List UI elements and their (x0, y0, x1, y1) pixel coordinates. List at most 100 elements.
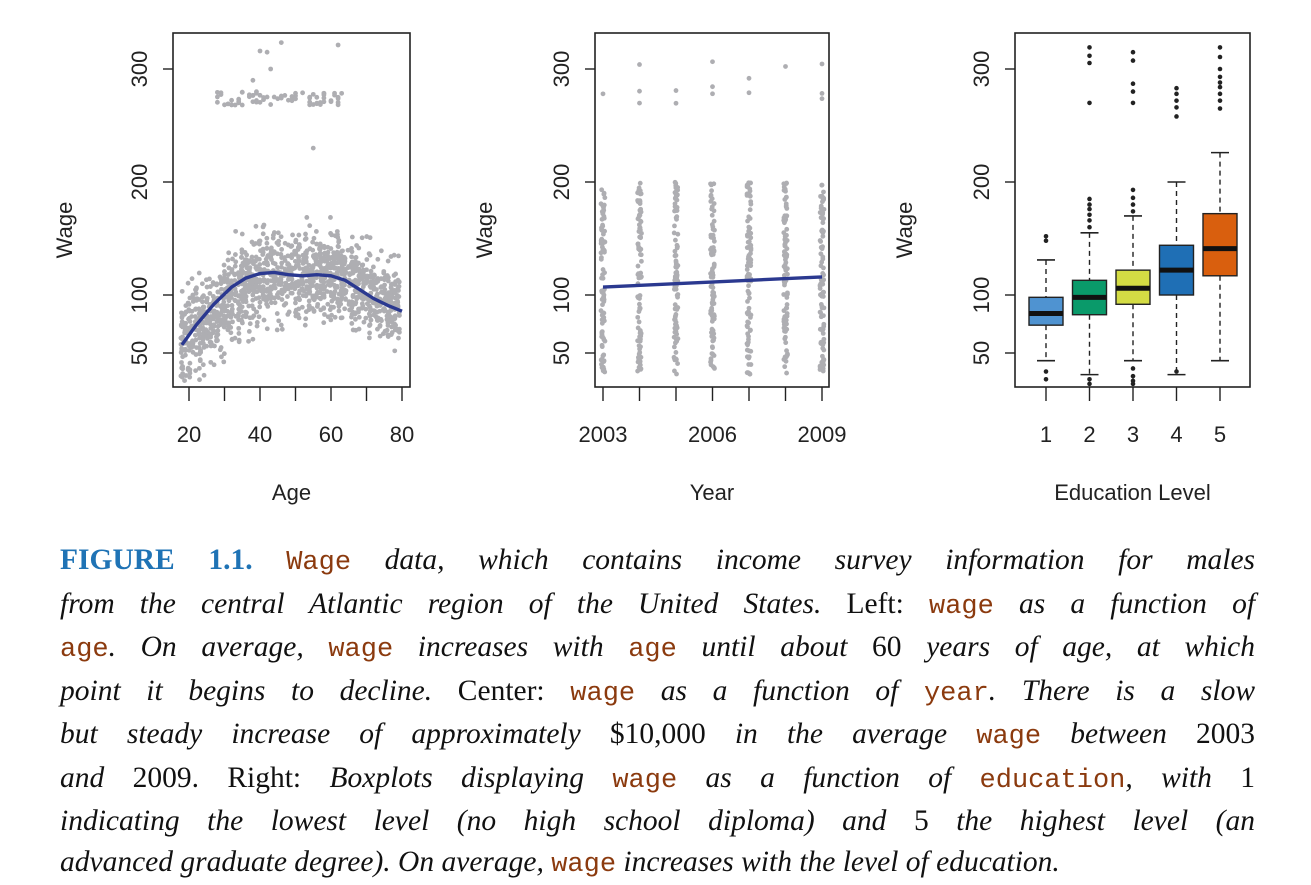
outlier-point (1174, 114, 1179, 119)
data-point (744, 267, 750, 272)
data-point (285, 262, 290, 267)
caption-text: data, which contains income survey infor… (384, 544, 1256, 576)
data-point (672, 190, 678, 195)
x-tick-label: 3 (1127, 422, 1139, 447)
center-label: Center: (457, 674, 545, 707)
data-point (380, 290, 386, 296)
data-point (356, 281, 361, 287)
data-point (673, 207, 678, 213)
caption-text: until about (701, 631, 848, 663)
data-point (239, 295, 245, 300)
outlier-point (1087, 196, 1092, 202)
data-point (748, 314, 753, 320)
data-point (304, 284, 310, 290)
data-point (819, 96, 825, 102)
data-point (747, 193, 753, 199)
data-point (218, 311, 224, 317)
data-point (279, 247, 285, 252)
outlier-point (1043, 369, 1049, 374)
data-point (218, 276, 224, 282)
data-point (257, 299, 263, 305)
data-point (313, 258, 319, 264)
data-point (204, 343, 209, 349)
code-year: year (923, 678, 989, 709)
data-point (296, 232, 302, 238)
code-wage: Wage (286, 548, 352, 578)
data-point (299, 304, 305, 310)
data-point (254, 319, 260, 325)
data-point (635, 338, 641, 344)
data-point (381, 269, 387, 274)
data-point (746, 228, 752, 234)
data-point (215, 99, 220, 105)
data-point (748, 242, 754, 248)
data-point (314, 94, 320, 100)
data-point (637, 329, 643, 334)
data-point (332, 314, 338, 320)
data-point (781, 279, 787, 285)
x-tick-label: 60 (319, 422, 343, 447)
data-point (331, 304, 336, 310)
data-point (268, 300, 274, 306)
outlier-point (1217, 91, 1223, 97)
data-point (335, 232, 340, 237)
data-point (221, 262, 227, 268)
caption-text: years of age, at which (926, 631, 1255, 663)
data-point (392, 348, 398, 354)
data-point (317, 241, 323, 247)
caption-text: in the average (734, 718, 948, 750)
data-point (601, 190, 607, 196)
data-point (185, 325, 191, 331)
data-point (274, 311, 280, 316)
data-point (382, 277, 387, 283)
outlier-point (1217, 98, 1223, 103)
data-point (384, 313, 390, 319)
outlier-point (1130, 381, 1136, 387)
data-point (321, 90, 327, 96)
code-age: age (60, 635, 109, 665)
x-axis-label: Year (690, 480, 734, 505)
data-point (673, 185, 679, 191)
data-point (602, 195, 608, 201)
data-point (297, 288, 303, 294)
data-point (192, 314, 198, 319)
data-point (711, 335, 717, 341)
box-body (1202, 212, 1238, 277)
data-point (388, 282, 394, 287)
outlier-point (1217, 80, 1223, 85)
code-wage: wage (551, 849, 617, 880)
data-point (256, 241, 262, 247)
data-point (293, 283, 299, 289)
data-point (214, 337, 220, 343)
data-point (325, 314, 331, 320)
data-point (264, 235, 270, 241)
data-point (748, 327, 753, 333)
data-point (781, 187, 787, 193)
data-point (374, 309, 379, 315)
data-point (310, 283, 316, 289)
data-point (368, 268, 374, 274)
data-point (230, 291, 235, 297)
data-point (293, 296, 299, 302)
data-point (186, 316, 192, 321)
data-point (671, 286, 677, 292)
data-point (709, 344, 715, 350)
data-point (708, 358, 714, 363)
data-point (265, 254, 271, 260)
data-point (820, 256, 826, 262)
data-point (254, 90, 259, 96)
data-point (818, 239, 824, 244)
data-point (251, 289, 257, 295)
data-point (349, 305, 355, 311)
data-point (335, 42, 341, 48)
data-point (236, 306, 242, 312)
data-point (339, 90, 345, 96)
data-point (212, 343, 217, 349)
outlier-point (1043, 376, 1049, 382)
data-point (257, 262, 263, 267)
data-point (710, 297, 716, 303)
data-point (599, 356, 605, 362)
data-point (746, 305, 752, 311)
data-point (320, 255, 326, 261)
data-point (226, 323, 231, 329)
